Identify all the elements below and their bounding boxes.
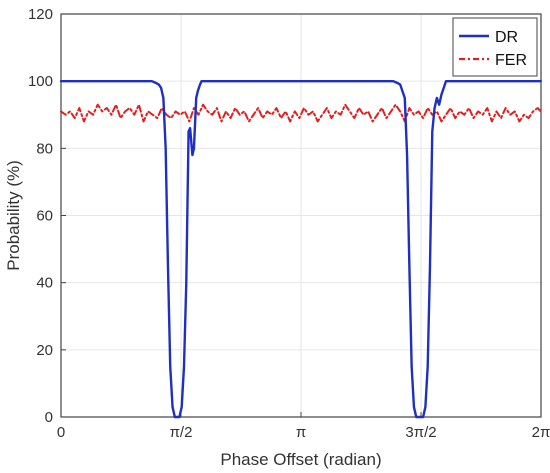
x-tick-label: 2π bbox=[532, 424, 550, 441]
series-layer bbox=[59, 79, 542, 419]
y-axis-label: Probability (%) bbox=[4, 160, 23, 271]
y-tick-label: 80 bbox=[36, 140, 53, 157]
legend-label-dr: DR bbox=[495, 29, 518, 46]
y-tick-label: 120 bbox=[28, 6, 53, 23]
y-tick-label: 20 bbox=[36, 342, 53, 359]
legend: DR FER bbox=[452, 17, 538, 77]
x-axis-ticks: 0 π/2 π 3π/2 2π bbox=[57, 412, 550, 441]
x-tick-label: 3π/2 bbox=[405, 424, 436, 441]
legend-label-fer: FER bbox=[495, 52, 527, 69]
x-tick-label: π/2 bbox=[170, 424, 193, 441]
x-tick-label: 0 bbox=[57, 424, 65, 441]
x-axis-label: Phase Offset (radian) bbox=[220, 450, 381, 469]
series-line-dr bbox=[59, 79, 542, 419]
series-line-fer bbox=[60, 103, 542, 123]
y-tick-label: 60 bbox=[36, 208, 53, 225]
x-tick-label: π bbox=[296, 424, 306, 441]
y-tick-label: 0 bbox=[45, 409, 53, 426]
y-axis-ticks: 0 20 40 60 80 100 120 bbox=[28, 6, 66, 426]
y-tick-label: 100 bbox=[28, 73, 53, 90]
y-tick-label: 40 bbox=[36, 275, 53, 292]
legend-box bbox=[452, 17, 538, 77]
